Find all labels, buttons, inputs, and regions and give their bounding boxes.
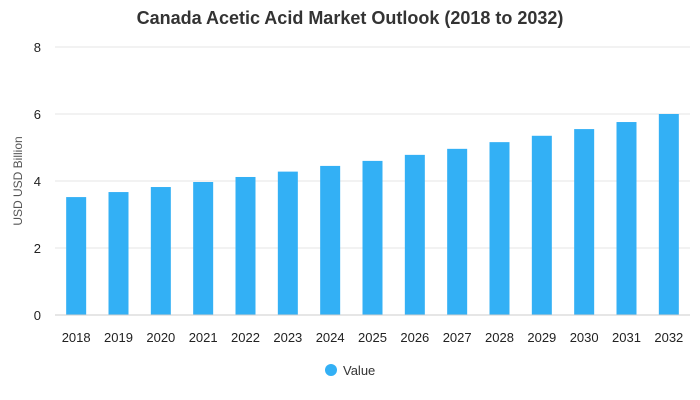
x-tick-label: 2018	[62, 330, 91, 345]
bar-2021[interactable]	[193, 182, 214, 315]
bar-2019[interactable]	[108, 192, 129, 315]
bar-2024[interactable]	[320, 165, 341, 315]
bar-2030[interactable]	[574, 129, 595, 315]
bar-2022[interactable]	[235, 176, 256, 315]
x-tick-label: 2025	[358, 330, 387, 345]
x-axis-ticks: 2018 2019 2020 2021 2022 2023 2024 2025 2026 2027…	[62, 330, 684, 345]
x-tick-label: 2022	[231, 330, 260, 345]
x-tick-label: 2028	[485, 330, 514, 345]
y-tick-label: 0	[34, 308, 41, 323]
bar-2025[interactable]	[362, 160, 383, 315]
y-tick-label: 6	[34, 107, 41, 122]
bar-2027[interactable]	[447, 148, 468, 315]
legend-swatch-value	[325, 364, 337, 376]
bars	[66, 114, 679, 315]
x-tick-label: 2027	[443, 330, 472, 345]
x-tick-label: 2026	[400, 330, 429, 345]
x-tick-label: 2032	[654, 330, 683, 345]
x-tick-label: 2030	[570, 330, 599, 345]
bar-2029[interactable]	[531, 135, 552, 315]
y-tick-label: 8	[34, 40, 41, 55]
x-tick-label: 2023	[273, 330, 302, 345]
bar-2028[interactable]	[489, 142, 510, 315]
bar-2023[interactable]	[277, 171, 298, 315]
y-axis-ticks: 0 2 4 6 8	[34, 40, 41, 323]
bar-2026[interactable]	[404, 154, 425, 315]
x-tick-label: 2019	[104, 330, 133, 345]
x-tick-label: 2029	[527, 330, 556, 345]
chart-title: Canada Acetic Acid Market Outlook (2018 …	[137, 8, 564, 28]
y-axis-label: USD USD Billion	[11, 136, 25, 225]
bar-2031[interactable]	[616, 122, 637, 315]
bar-2020[interactable]	[150, 187, 171, 315]
legend[interactable]: Value	[325, 363, 375, 378]
x-tick-label: 2024	[316, 330, 345, 345]
y-tick-label: 4	[34, 174, 41, 189]
x-tick-label: 2020	[146, 330, 175, 345]
x-tick-label: 2031	[612, 330, 641, 345]
legend-label-value: Value	[343, 363, 375, 378]
bar-2018[interactable]	[66, 197, 87, 315]
bar-2032[interactable]	[658, 114, 679, 315]
x-tick-label: 2021	[189, 330, 218, 345]
y-tick-label: 2	[34, 241, 41, 256]
